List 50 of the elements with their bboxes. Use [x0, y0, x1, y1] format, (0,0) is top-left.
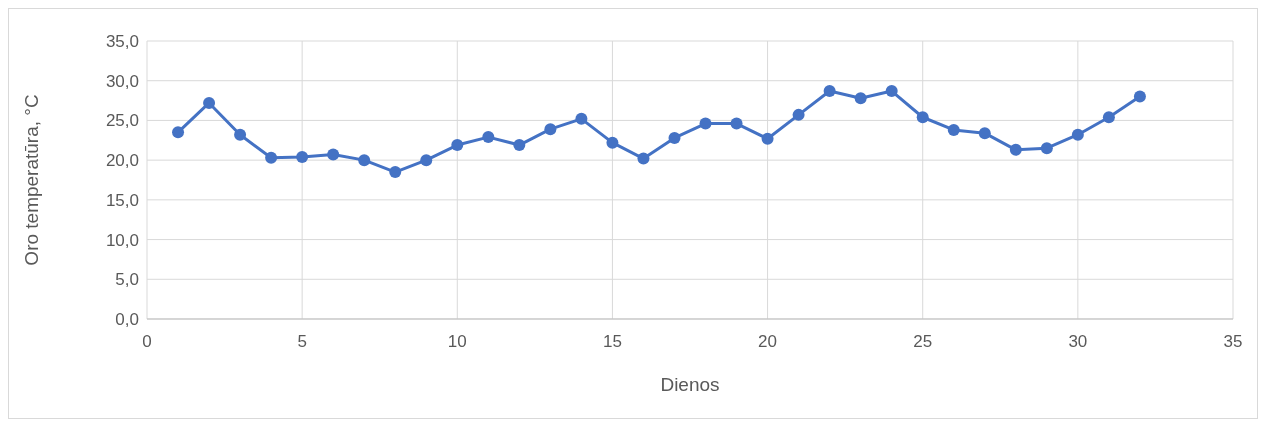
point	[978, 127, 991, 140]
point	[699, 117, 712, 130]
point	[513, 139, 526, 152]
point	[1133, 90, 1146, 103]
x-tick-label: 10	[447, 332, 467, 351]
point	[792, 108, 805, 121]
x-tick-label: 5	[297, 332, 307, 351]
point	[637, 152, 650, 165]
y-tick-label: 35,0	[105, 31, 139, 51]
y-tick-label: 25,0	[105, 111, 139, 131]
y-tick-label: 20,0	[105, 151, 139, 171]
point	[730, 117, 743, 130]
point	[544, 123, 557, 136]
point	[947, 123, 960, 136]
point	[482, 131, 495, 144]
point	[1102, 111, 1115, 124]
point	[420, 154, 433, 167]
x-tick-label: 15	[602, 332, 622, 351]
y-tick-label: 5,0	[115, 270, 139, 290]
point	[761, 132, 774, 145]
y-tick-label: 0,0	[115, 309, 139, 329]
point	[203, 96, 216, 109]
point	[885, 85, 898, 98]
point	[234, 128, 247, 141]
x-tick-label: 35	[1223, 332, 1243, 351]
x-axis-title: Dienos	[660, 374, 720, 395]
y-axis-title: Oro temperatūra, °C	[21, 94, 42, 266]
point	[823, 85, 836, 98]
y-tick-label: 30,0	[105, 71, 139, 91]
point	[358, 154, 371, 167]
x-tick-label: 0	[142, 332, 152, 351]
point	[668, 131, 681, 144]
point	[389, 166, 402, 179]
point	[854, 92, 867, 105]
point	[916, 111, 929, 124]
point	[1040, 142, 1053, 155]
x-tick-label: 20	[758, 332, 778, 351]
y-tick-label: 10,0	[105, 230, 139, 250]
point	[575, 112, 588, 125]
x-tick-label: 30	[1068, 332, 1088, 351]
y-tick-label: 15,0	[105, 190, 139, 210]
point	[1009, 143, 1022, 156]
point	[327, 148, 340, 161]
point	[1071, 128, 1084, 141]
point	[296, 150, 309, 163]
point	[172, 126, 185, 139]
x-tick-label: 25	[913, 332, 933, 351]
point	[606, 136, 619, 149]
point	[451, 139, 464, 152]
point	[265, 151, 278, 164]
